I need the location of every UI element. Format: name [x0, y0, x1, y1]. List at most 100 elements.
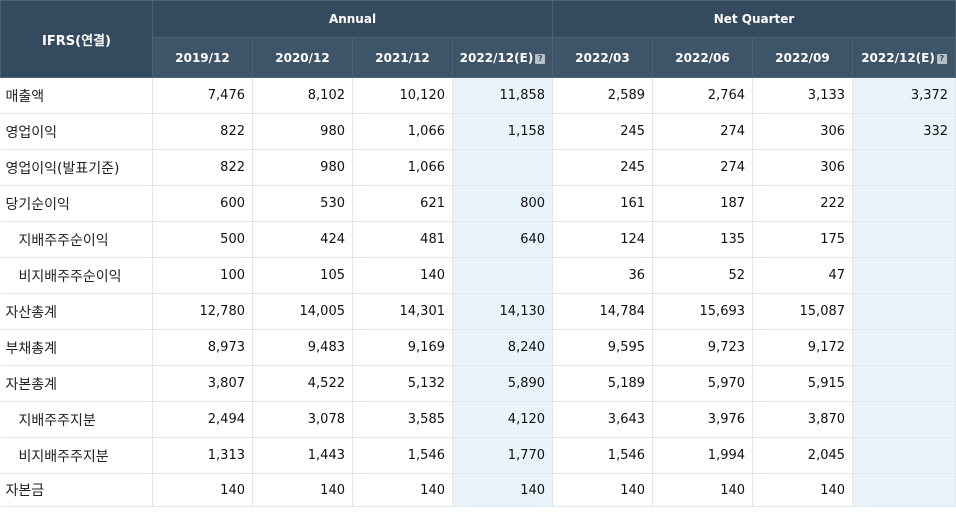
row-label: 지배주주지분 — [0, 401, 153, 438]
value-cell: 15,087 — [752, 293, 854, 330]
row-label[interactable]: 당기순이익 — [0, 185, 153, 222]
value-cell: 222 — [752, 185, 854, 222]
table-row: 영업이익 822 980 1,066 1,158 245 274 306 332 — [0, 113, 956, 150]
period-header: 2022/09 — [752, 37, 854, 78]
row-label: 비지배주주지분 — [0, 437, 153, 474]
value-cell: 140 — [252, 473, 353, 507]
value-cell: 175 — [752, 221, 854, 258]
table-row: 자본총계 3,807 4,522 5,132 5,890 5,189 5,970 5,915 — [0, 365, 956, 402]
row-label: 비지배주주순이익 — [0, 257, 153, 294]
value-cell: 8,973 — [152, 329, 253, 366]
table-row: 비지배주주지분 1,313 1,443 1,546 1,770 1,546 1,994 2,0… — [0, 437, 956, 474]
value-cell: 47 — [752, 257, 854, 294]
value-cell: 124 — [552, 221, 654, 258]
value-cell: 5,890 — [452, 365, 554, 402]
value-cell: 3,870 — [752, 401, 854, 438]
value-cell: 4,120 — [452, 401, 554, 438]
net-quarter-group-header[interactable]: Net Quarter — [552, 0, 956, 38]
value-cell: 1,158 — [452, 113, 554, 150]
value-cell: 1,770 — [452, 437, 554, 474]
accounting-standard-header: IFRS(연결) — [0, 0, 153, 78]
value-cell — [852, 221, 956, 258]
value-cell: 332 — [852, 113, 956, 150]
row-label[interactable]: 영업이익(발표기준) — [0, 149, 153, 186]
value-cell: 140 — [552, 473, 654, 507]
value-cell: 140 — [452, 473, 554, 507]
value-cell: 5,132 — [352, 365, 453, 402]
value-cell: 822 — [152, 149, 253, 186]
value-cell: 15,693 — [652, 293, 754, 330]
value-cell: 140 — [352, 473, 453, 507]
row-label[interactable]: 자산총계 — [0, 293, 153, 330]
value-cell: 3,643 — [552, 401, 654, 438]
row-label[interactable]: 자본금 — [0, 473, 153, 507]
period-header: 2022/06 — [652, 37, 754, 78]
value-cell: 2,764 — [652, 77, 754, 114]
value-cell: 12,780 — [152, 293, 253, 330]
value-cell: 14,005 — [252, 293, 353, 330]
value-cell: 2,589 — [552, 77, 654, 114]
value-cell: 9,169 — [352, 329, 453, 366]
row-label[interactable]: 부채총계 — [0, 329, 153, 366]
value-cell: 9,595 — [552, 329, 654, 366]
value-cell: 3,372 — [852, 77, 956, 114]
value-cell: 481 — [352, 221, 453, 258]
value-cell: 3,078 — [252, 401, 353, 438]
value-cell: 140 — [352, 257, 453, 294]
table-body: 매출액 7,476 8,102 10,120 11,858 2,589 2,764 3,133… — [0, 77, 956, 507]
table-row: 매출액 7,476 8,102 10,120 11,858 2,589 2,764 3,133… — [0, 77, 956, 114]
value-cell — [852, 401, 956, 438]
value-cell: 11,858 — [452, 77, 554, 114]
value-cell: 640 — [452, 221, 554, 258]
value-cell: 135 — [652, 221, 754, 258]
value-cell: 1,443 — [252, 437, 353, 474]
row-label[interactable]: 매출액 — [0, 77, 153, 114]
period-header: 2019/12 — [152, 37, 253, 78]
row-label[interactable]: 자본총계 — [0, 365, 153, 402]
table-row: 지배주주순이익 500 424 481 640 124 135 175 — [0, 221, 956, 258]
value-cell: 1,313 — [152, 437, 253, 474]
value-cell: 100 — [152, 257, 253, 294]
question-icon[interactable]: ? — [535, 53, 546, 64]
value-cell — [852, 365, 956, 402]
table-row: 지배주주지분 2,494 3,078 3,585 4,120 3,643 3,976 3,87… — [0, 401, 956, 438]
value-cell: 274 — [652, 149, 754, 186]
question-icon[interactable]: ? — [936, 53, 947, 64]
value-cell: 187 — [652, 185, 754, 222]
period-header-estimate: 2022/12(E)? — [451, 37, 554, 78]
value-cell: 1,066 — [352, 149, 453, 186]
value-cell: 3,976 — [652, 401, 754, 438]
value-cell: 36 — [552, 257, 654, 294]
financial-summary-table: IFRS(연결) Annual Net Quarter 2019/12 2020… — [0, 0, 956, 507]
value-cell — [852, 257, 956, 294]
table-row: 비지배주주순이익 100 105 140 36 52 47 — [0, 257, 956, 294]
value-cell: 621 — [352, 185, 453, 222]
value-cell — [452, 257, 554, 294]
value-cell: 9,172 — [752, 329, 854, 366]
value-cell: 424 — [252, 221, 353, 258]
period-header-estimate: 2022/12(E)? — [852, 37, 956, 78]
period-header: 2022/03 — [552, 37, 654, 78]
value-cell: 500 — [152, 221, 253, 258]
table-row: 당기순이익 600 530 621 800 161 187 222 — [0, 185, 956, 222]
value-cell: 9,723 — [652, 329, 754, 366]
value-cell: 4,522 — [252, 365, 353, 402]
value-cell: 7,476 — [152, 77, 253, 114]
value-cell — [852, 149, 956, 186]
value-cell — [852, 473, 956, 507]
value-cell: 822 — [152, 113, 253, 150]
value-cell: 1,546 — [352, 437, 453, 474]
value-cell: 14,301 — [352, 293, 453, 330]
value-cell — [852, 437, 956, 474]
value-cell: 5,970 — [652, 365, 754, 402]
value-cell: 1,066 — [352, 113, 453, 150]
value-cell: 14,784 — [552, 293, 654, 330]
value-cell: 1,546 — [552, 437, 654, 474]
value-cell: 800 — [452, 185, 554, 222]
value-cell: 3,807 — [152, 365, 253, 402]
value-cell: 245 — [552, 113, 654, 150]
row-label[interactable]: 영업이익 — [0, 113, 153, 150]
annual-group-header[interactable]: Annual — [151, 0, 554, 38]
table-row: 부채총계 8,973 9,483 9,169 8,240 9,595 9,723 9,172 — [0, 329, 956, 366]
value-cell: 306 — [752, 149, 854, 186]
